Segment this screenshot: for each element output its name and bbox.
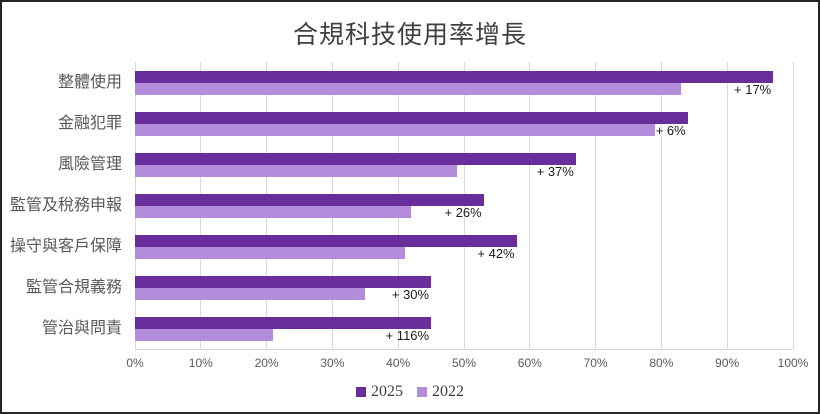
x-tick-label: 50% bbox=[451, 356, 477, 370]
category-label: 管治與問責 bbox=[41, 320, 122, 338]
x-tick-label: 30% bbox=[320, 356, 345, 370]
gridline bbox=[529, 62, 531, 349]
growth-annotation: + 42% bbox=[477, 246, 515, 262]
bar-2022 bbox=[135, 329, 274, 342]
bar-2025 bbox=[135, 111, 688, 124]
bar-2022 bbox=[135, 123, 655, 136]
bar-2022 bbox=[135, 247, 405, 260]
bar-2025 bbox=[135, 276, 432, 289]
growth-annotation: + 26% bbox=[444, 205, 482, 220]
bar-2022 bbox=[135, 164, 458, 177]
legend-label-2022: 2022 bbox=[432, 383, 464, 400]
category-label: 監管及稅務申報 bbox=[9, 197, 122, 214]
category-label: 風險管理 bbox=[57, 155, 122, 173]
x-tick-label: 70% bbox=[583, 356, 608, 370]
chart-title: 合規科技使用率增長 bbox=[292, 22, 527, 49]
category-label: 金融犯罪 bbox=[57, 114, 122, 132]
legend-item-2022: 2022 bbox=[417, 383, 464, 401]
growth-annotation: + 17% bbox=[734, 81, 772, 97]
plot-area: + 17% + 6% + 37% + 26% + 42% + 30% + 116% bbox=[134, 62, 794, 350]
bar-2025 bbox=[135, 70, 774, 83]
legend-label-2025: 2025 bbox=[371, 383, 403, 400]
x-tick-label: 100% bbox=[777, 356, 809, 370]
legend-swatch-2025 bbox=[356, 387, 366, 397]
x-tick-label: 90% bbox=[715, 356, 740, 370]
gridline bbox=[726, 62, 728, 349]
x-tick-label: 40% bbox=[386, 356, 411, 370]
bar-2022 bbox=[135, 288, 366, 301]
bar-2025 bbox=[135, 194, 484, 206]
gridline bbox=[595, 62, 597, 349]
bar-2025 bbox=[135, 317, 432, 330]
x-tick-label: 80% bbox=[649, 356, 674, 370]
x-tick-label: 0% bbox=[126, 356, 144, 370]
legend-item-2025: 2025 bbox=[356, 383, 403, 401]
bar-2022 bbox=[135, 82, 682, 95]
gridline bbox=[660, 62, 662, 349]
x-axis: 0% 10% 20% 30% 40% 50% 60% 70% 80% 90% 100% bbox=[126, 356, 808, 372]
category-label: 操守與客戶保障 bbox=[9, 238, 122, 256]
legend-swatch-2022 bbox=[417, 387, 427, 397]
legend: 2025 2022 bbox=[2, 383, 818, 401]
bar-2025 bbox=[135, 235, 517, 248]
category-label: 監管合規義務 bbox=[25, 279, 122, 297]
bar-2025 bbox=[135, 152, 576, 165]
growth-annotation: + 6% bbox=[655, 122, 686, 138]
x-tick-label: 60% bbox=[517, 356, 542, 370]
growth-annotation: + 116% bbox=[385, 328, 430, 344]
growth-annotation: + 37% bbox=[536, 163, 574, 179]
category-label: 整體使用 bbox=[57, 73, 122, 91]
bar-2022 bbox=[135, 206, 412, 218]
x-tick-label: 20% bbox=[254, 356, 279, 370]
x-tick-label: 10% bbox=[188, 356, 213, 370]
gridline bbox=[792, 62, 794, 349]
category-axis: 整體使用金融犯罪風險管理監管及稅務申報 操守與客戶保障監管合規義務管治與問責 bbox=[2, 62, 128, 350]
growth-annotation: + 30% bbox=[391, 287, 430, 303]
